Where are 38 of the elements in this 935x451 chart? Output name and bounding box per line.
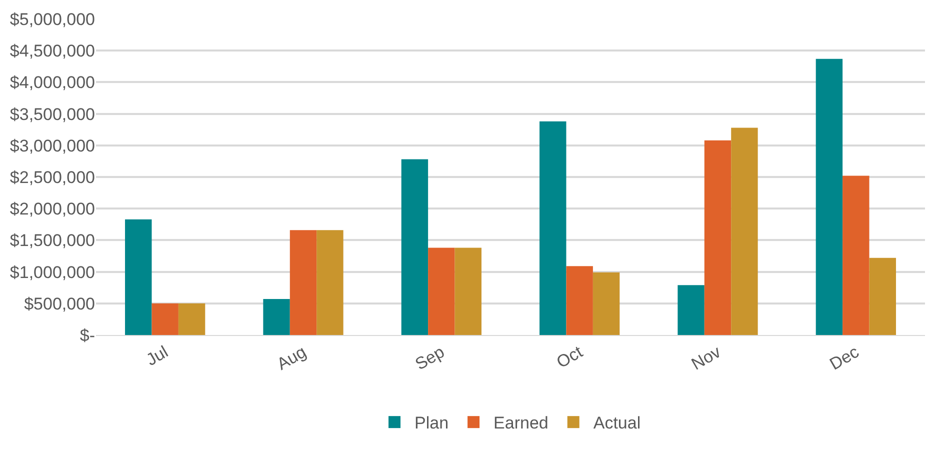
y-tick-label: $2,500,000 (10, 168, 95, 187)
legend-label: Plan (414, 414, 449, 433)
bar (816, 58, 843, 335)
y-tick-label: $1,500,000 (10, 231, 95, 250)
bar (401, 159, 428, 335)
bar (869, 258, 896, 335)
bar (263, 298, 290, 335)
x-tick-label: Sep (412, 342, 448, 374)
bar (566, 266, 593, 335)
y-tick-label: $- (80, 326, 95, 345)
x-tick-label: Dec (826, 342, 863, 374)
bar (290, 230, 317, 335)
x-tick-label: Nov (688, 342, 724, 374)
legend-label: Actual (593, 414, 641, 433)
bar (428, 248, 455, 335)
x-tick-label: Oct (553, 342, 586, 372)
bar (152, 303, 178, 335)
bar (704, 140, 732, 335)
y-tick-label: $1,000,000 (10, 262, 95, 282)
y-tick-label: $4,500,000 (10, 42, 95, 61)
bar (540, 121, 566, 335)
y-tick-label: $2,000,000 (10, 200, 95, 219)
x-tick-label: Aug (274, 342, 310, 374)
bar (316, 230, 344, 335)
y-tick-label: $3,500,000 (10, 104, 95, 124)
bar (678, 285, 704, 335)
bar (178, 303, 206, 335)
bar (842, 176, 870, 335)
y-tick-label: $5,000,000 (10, 10, 95, 29)
bar (454, 248, 482, 335)
legend-label: Earned (494, 414, 548, 433)
y-tick-label: $4,000,000 (10, 73, 95, 92)
bar (125, 219, 152, 335)
x-tick-label: Jul (143, 342, 172, 370)
bar (592, 272, 620, 335)
y-tick-label: $3,000,000 (10, 136, 95, 156)
bar (731, 128, 758, 335)
y-tick-label: $500,000 (24, 294, 95, 314)
